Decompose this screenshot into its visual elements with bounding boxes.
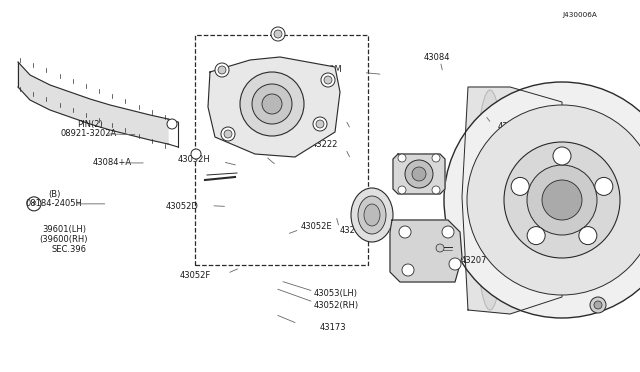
Circle shape	[167, 119, 177, 129]
Circle shape	[240, 72, 304, 136]
Text: 43222: 43222	[312, 140, 338, 149]
Text: SEC.396: SEC.396	[51, 246, 86, 254]
Text: 43052F: 43052F	[180, 271, 211, 280]
Ellipse shape	[364, 204, 380, 226]
Circle shape	[553, 147, 571, 165]
Circle shape	[398, 154, 406, 162]
Text: 43262A: 43262A	[498, 122, 530, 131]
Text: B: B	[32, 201, 36, 206]
Circle shape	[594, 301, 602, 309]
Circle shape	[449, 258, 461, 270]
Circle shape	[271, 27, 285, 41]
Text: 43053(LH): 43053(LH)	[314, 289, 358, 298]
Circle shape	[432, 154, 440, 162]
Circle shape	[262, 94, 282, 114]
Circle shape	[252, 84, 292, 124]
Circle shape	[542, 180, 582, 220]
Text: 43207: 43207	[461, 256, 487, 265]
Circle shape	[590, 297, 606, 313]
Text: 43202: 43202	[312, 111, 338, 120]
Text: 43052H: 43052H	[177, 155, 210, 164]
Ellipse shape	[358, 196, 386, 234]
Text: 43084+A: 43084+A	[93, 158, 132, 167]
Circle shape	[321, 73, 335, 87]
Circle shape	[579, 227, 597, 245]
Text: 43084: 43084	[423, 53, 450, 62]
Text: 43052(RH): 43052(RH)	[314, 301, 359, 310]
Circle shape	[595, 177, 613, 195]
Circle shape	[398, 186, 406, 194]
Circle shape	[527, 165, 597, 235]
Text: 39601(LH): 39601(LH)	[42, 225, 86, 234]
Circle shape	[504, 142, 620, 258]
Circle shape	[432, 186, 440, 194]
Polygon shape	[390, 220, 462, 282]
Text: 43173: 43173	[320, 323, 347, 332]
Circle shape	[402, 264, 414, 276]
Circle shape	[221, 127, 235, 141]
Circle shape	[399, 226, 411, 238]
Circle shape	[436, 244, 444, 252]
Ellipse shape	[351, 188, 393, 242]
Circle shape	[313, 117, 327, 131]
Circle shape	[218, 66, 226, 74]
Polygon shape	[208, 57, 340, 157]
Circle shape	[405, 160, 433, 188]
Circle shape	[444, 82, 640, 318]
Circle shape	[527, 227, 545, 245]
Circle shape	[274, 30, 282, 38]
Text: 43210: 43210	[339, 226, 365, 235]
Text: 08184-2405H: 08184-2405H	[26, 199, 83, 208]
Text: PIN(2): PIN(2)	[77, 120, 102, 129]
Ellipse shape	[475, 90, 505, 310]
Circle shape	[316, 120, 324, 128]
Text: (B): (B)	[48, 190, 60, 199]
Circle shape	[511, 177, 529, 195]
Circle shape	[467, 105, 640, 295]
Polygon shape	[462, 87, 562, 314]
Circle shape	[412, 167, 426, 181]
Circle shape	[215, 63, 229, 77]
Circle shape	[324, 76, 332, 84]
Text: 43052D: 43052D	[166, 202, 198, 211]
Text: 08921-3202A: 08921-3202A	[61, 129, 117, 138]
Bar	[195, 35, 368, 265]
Text: (39600(RH): (39600(RH)	[40, 235, 88, 244]
Circle shape	[191, 149, 201, 159]
Text: 44098M: 44098M	[308, 65, 342, 74]
Text: 43052E: 43052E	[301, 222, 332, 231]
Circle shape	[442, 226, 454, 238]
Polygon shape	[18, 62, 168, 144]
Polygon shape	[393, 154, 445, 194]
Text: 43232: 43232	[255, 147, 281, 156]
Circle shape	[224, 130, 232, 138]
Text: J430006A: J430006A	[562, 12, 596, 18]
